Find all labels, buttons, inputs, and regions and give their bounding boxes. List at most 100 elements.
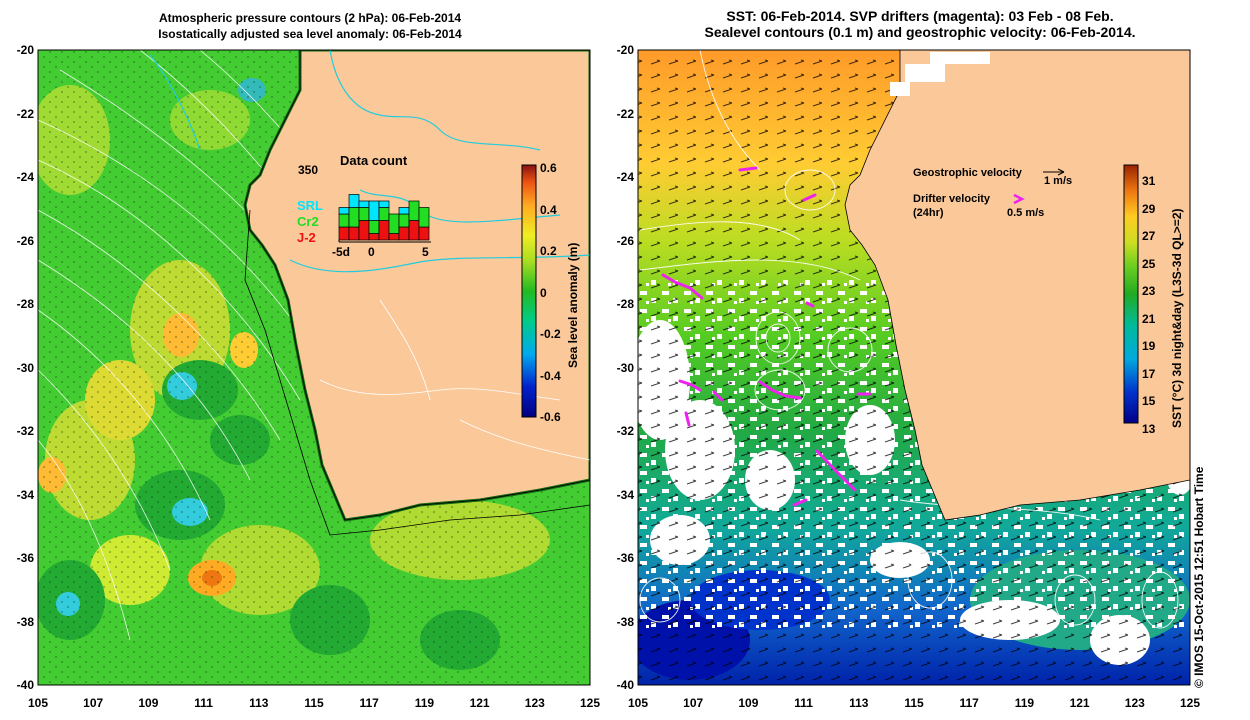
data-count-bar-srl xyxy=(368,200,380,221)
data-count-bar-j2 xyxy=(358,220,370,241)
sla-colorbar-tick: -0.4 xyxy=(540,368,561,383)
left-x-tick: 113 xyxy=(249,696,269,710)
sst-colorbar xyxy=(1123,164,1139,424)
right-y-tick: -22 xyxy=(616,106,634,121)
right-x-tick: 113 xyxy=(849,696,869,710)
sla-colorbar-tick: 0 xyxy=(540,285,547,300)
sst-colorbar-tick: 19 xyxy=(1142,339,1156,353)
data-count-bar-cr2 xyxy=(408,200,420,221)
right-y-tick: -20 xyxy=(616,43,634,57)
legend-srl: SRL xyxy=(297,198,323,213)
sst-colorbar-tick: 21 xyxy=(1142,311,1156,326)
sst-colorbar-tick: 27 xyxy=(1142,229,1156,243)
left-x-tick: 109 xyxy=(138,696,159,710)
right-panel-title: SST: 06-Feb-2014. SVP drifters (magenta)… xyxy=(640,8,1200,40)
right-x-tick: 107 xyxy=(683,696,704,710)
left-x-tick: 105 xyxy=(27,696,49,710)
left-map-frame xyxy=(37,49,591,686)
left-x-tick: 107 xyxy=(83,696,104,710)
left-x-tick: 115 xyxy=(304,696,324,710)
right-map xyxy=(638,50,1190,685)
sst-colorbar-tick: 15 xyxy=(1142,394,1156,408)
geo-velocity-scale: 1 m/s xyxy=(1044,175,1073,187)
data-count-bar-cr2 xyxy=(378,207,390,221)
left-y-tick: -26 xyxy=(16,233,34,248)
data-count-bar-j2 xyxy=(408,220,420,241)
left-y-tick: -30 xyxy=(16,360,34,375)
right-x-tick: 121 xyxy=(1069,696,1090,710)
sla-colorbar-tick: 0.6 xyxy=(540,161,557,175)
left-y-tick: -34 xyxy=(16,487,34,502)
geo-velocity-label: Geostrophic velocity xyxy=(913,167,1022,179)
data-count-bar-srl xyxy=(338,207,350,215)
right-x-tick: 119 xyxy=(1014,696,1035,710)
left-x-tick: 125 xyxy=(579,696,601,710)
data-count-bar-srl xyxy=(398,207,410,215)
left-x-tick: 117 xyxy=(359,696,379,710)
data-count-xtick-minus5: -5d xyxy=(332,245,350,259)
data-count-bar-cr2 xyxy=(398,213,410,228)
sla-colorbar-label: Sea level anomaly (m) xyxy=(566,242,580,368)
right-y-tick: -30 xyxy=(616,360,634,375)
geo-velocity-arrow xyxy=(1043,168,1065,176)
left-x-tick: 121 xyxy=(469,696,490,710)
data-count-bar-srl xyxy=(348,194,360,208)
data-count-bar-cr2 xyxy=(338,213,350,228)
left-y-tick: -22 xyxy=(16,106,34,121)
right-title-line2: Sealevel contours (0.1 m) and geostrophi… xyxy=(704,24,1136,40)
data-count-title: Data count xyxy=(340,153,408,168)
sst-colorbar-tick: 17 xyxy=(1142,366,1156,381)
data-count-bar-srl xyxy=(358,200,370,208)
sla-colorbar-tick: 0.2 xyxy=(540,244,557,258)
right-x-tick: 115 xyxy=(904,696,924,710)
data-count-bar-j2 xyxy=(398,226,410,241)
right-x-tick: 125 xyxy=(1179,696,1201,710)
left-y-tick: -36 xyxy=(16,551,34,565)
sla-colorbar-tick: -0.6 xyxy=(540,410,561,424)
right-x-tick: 105 xyxy=(627,696,649,710)
data-count-bar-srl xyxy=(378,200,390,208)
right-y-tick: -24 xyxy=(616,170,634,184)
right-y-tick: -36 xyxy=(616,551,634,565)
left-x-tick: 111 xyxy=(194,696,213,710)
data-count-bar-j2 xyxy=(348,226,360,241)
sst-colorbar-tick: 31 xyxy=(1142,174,1156,188)
right-title-line1: SST: 06-Feb-2014. SVP drifters (magenta)… xyxy=(726,8,1114,24)
sst-colorbar-tick: 23 xyxy=(1142,284,1156,298)
sst-colorbar-label: SST (°C) 3d night&day (L3S-3d QL>=2) xyxy=(1170,208,1184,429)
left-y-tick: -40 xyxy=(16,678,34,692)
drifter-velocity-scale: 0.5 m/s xyxy=(1007,207,1045,219)
left-title-line1: Atmospheric pressure contours (2 hPa): 0… xyxy=(158,11,462,25)
data-count-bar-cr2 xyxy=(348,207,360,228)
right-y-tick: -28 xyxy=(616,297,634,311)
left-y-tick: -32 xyxy=(16,424,34,438)
right-x-tick: 109 xyxy=(738,696,759,710)
left-x-tick: 123 xyxy=(524,696,545,710)
left-panel-title: Atmospheric pressure contours (2 hPa): 0… xyxy=(0,10,620,42)
left-y-tick: -20 xyxy=(16,43,34,57)
drifter-velocity-label: Drifter velocity xyxy=(913,193,991,205)
right-map-frame xyxy=(637,49,1191,686)
data-count-bar-cr2 xyxy=(358,207,370,221)
data-count-bar-j2 xyxy=(378,220,390,241)
data-count-xtick-0: 0 xyxy=(368,245,375,259)
data-count-ymax: 350 xyxy=(298,163,319,177)
right-x-tick: 117 xyxy=(959,696,979,710)
left-map xyxy=(38,50,590,685)
data-count-bar-j2 xyxy=(368,233,380,241)
data-count-bar-cr2 xyxy=(388,213,400,234)
right-x-tick: 123 xyxy=(1124,696,1145,710)
left-title-line2: Isostatically adjusted sea level anomaly… xyxy=(158,27,462,41)
left-y-tick: -28 xyxy=(16,297,34,311)
left-y-tick: -38 xyxy=(16,614,34,629)
right-y-tick: -38 xyxy=(616,614,634,629)
data-count-bar-j2 xyxy=(388,233,400,241)
sst-colorbar-tick: 29 xyxy=(1142,201,1156,216)
data-count-bar-cr2 xyxy=(418,207,430,228)
sst-colorbar-tick: 25 xyxy=(1142,256,1156,271)
right-y-tick: -26 xyxy=(616,233,634,248)
sla-colorbar-tick: -0.2 xyxy=(540,327,561,341)
right-y-tick: -32 xyxy=(616,424,634,438)
data-count-bar-cr2 xyxy=(368,220,380,234)
data-count-bar-j2 xyxy=(338,226,350,241)
